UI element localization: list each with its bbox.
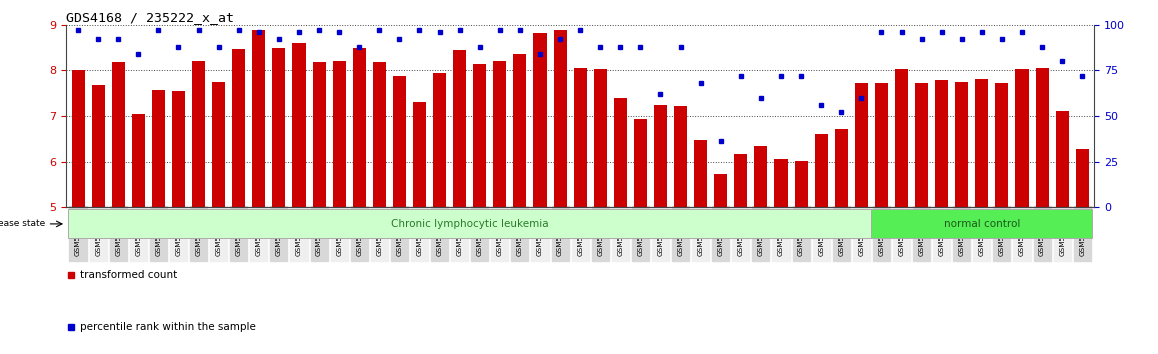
Bar [313, 62, 325, 207]
Text: transformed count: transformed count [80, 270, 177, 280]
Bar [373, 62, 386, 207]
Bar [975, 79, 989, 207]
Bar [534, 33, 547, 207]
Bar [513, 55, 527, 207]
Bar [714, 174, 727, 207]
Bar [835, 129, 848, 207]
Bar [996, 83, 1009, 207]
Text: percentile rank within the sample: percentile rank within the sample [80, 322, 256, 332]
Text: normal control: normal control [944, 219, 1020, 229]
Bar [212, 82, 225, 207]
Bar [1056, 112, 1069, 207]
Bar [955, 82, 968, 207]
Bar [493, 61, 506, 207]
Bar [554, 30, 566, 207]
Text: Chronic lymphocytic leukemia: Chronic lymphocytic leukemia [391, 219, 549, 229]
Bar [272, 47, 285, 207]
Bar [633, 119, 647, 207]
Bar [895, 69, 908, 207]
Bar [68, 210, 871, 238]
Text: disease state: disease state [0, 219, 45, 228]
Bar [252, 30, 265, 207]
Bar [674, 106, 687, 207]
Bar [694, 139, 708, 207]
Bar [814, 134, 828, 207]
Bar [111, 62, 125, 207]
Bar [614, 98, 626, 207]
Bar [1035, 68, 1049, 207]
Bar [132, 114, 145, 207]
Bar [453, 50, 467, 207]
Bar [393, 76, 406, 207]
Bar [936, 80, 948, 207]
Text: GDS4168 / 235222_x_at: GDS4168 / 235222_x_at [66, 11, 234, 24]
Bar [594, 69, 607, 207]
Bar [915, 83, 928, 207]
Bar [573, 68, 587, 207]
Bar [871, 210, 1092, 238]
Bar [1076, 149, 1089, 207]
Bar [875, 83, 888, 207]
Bar [171, 91, 185, 207]
Bar [474, 63, 486, 207]
Bar [734, 154, 747, 207]
Bar [293, 43, 306, 207]
Bar [754, 145, 768, 207]
Bar [91, 85, 104, 207]
Bar [353, 48, 366, 207]
Bar [855, 83, 867, 207]
Bar [332, 61, 346, 207]
Bar [433, 73, 446, 207]
Bar [654, 104, 667, 207]
Bar [775, 159, 787, 207]
Bar [1016, 69, 1028, 207]
Bar [794, 161, 807, 207]
Bar [152, 90, 164, 207]
Bar [413, 102, 426, 207]
Bar [192, 61, 205, 207]
Bar [72, 70, 85, 207]
Bar [233, 49, 245, 207]
